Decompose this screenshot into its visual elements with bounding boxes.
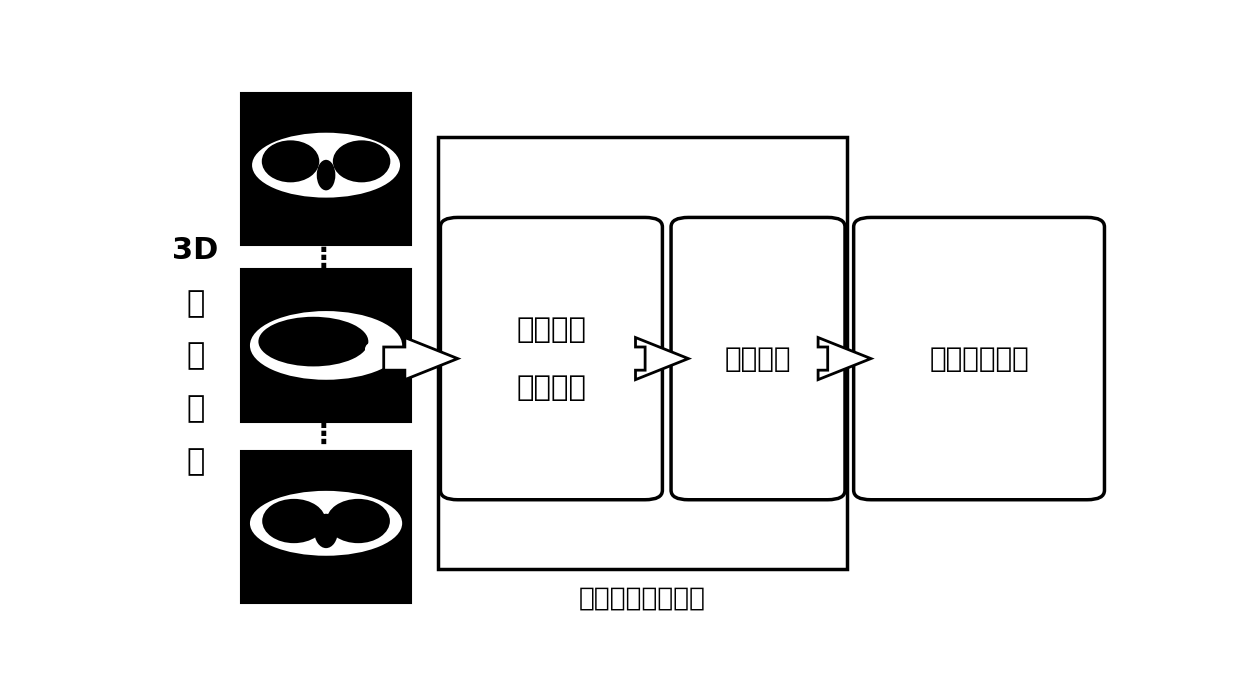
Text: 像: 像	[186, 447, 205, 476]
Ellipse shape	[262, 499, 326, 543]
Text: 深度学习网络模型: 深度学习网络模型	[579, 586, 707, 611]
Text: ⋮: ⋮	[309, 244, 337, 272]
Text: 增强处理: 增强处理	[516, 373, 587, 402]
Text: 部: 部	[186, 341, 205, 371]
FancyBboxPatch shape	[853, 218, 1105, 500]
FancyBboxPatch shape	[440, 218, 662, 500]
Ellipse shape	[332, 140, 391, 183]
FancyBboxPatch shape	[671, 218, 844, 500]
Polygon shape	[818, 337, 870, 380]
Ellipse shape	[314, 514, 337, 548]
FancyBboxPatch shape	[439, 137, 847, 569]
FancyBboxPatch shape	[242, 92, 410, 246]
FancyBboxPatch shape	[242, 451, 410, 603]
Ellipse shape	[316, 160, 335, 190]
Ellipse shape	[365, 343, 381, 356]
Text: 肺: 肺	[186, 289, 205, 318]
Text: 标准化及: 标准化及	[516, 315, 587, 343]
Polygon shape	[635, 337, 688, 380]
Ellipse shape	[262, 140, 319, 183]
Polygon shape	[383, 337, 458, 380]
Ellipse shape	[258, 317, 368, 367]
Ellipse shape	[252, 133, 401, 198]
Ellipse shape	[250, 311, 402, 380]
Ellipse shape	[326, 499, 389, 543]
Text: 训练好的模型: 训练好的模型	[929, 345, 1029, 373]
Ellipse shape	[250, 491, 402, 556]
FancyBboxPatch shape	[242, 269, 410, 422]
Text: 检测网络: 检测网络	[724, 345, 791, 373]
Text: 影: 影	[186, 394, 205, 423]
Text: 3D: 3D	[172, 236, 218, 265]
Text: ⋮: ⋮	[309, 421, 337, 449]
